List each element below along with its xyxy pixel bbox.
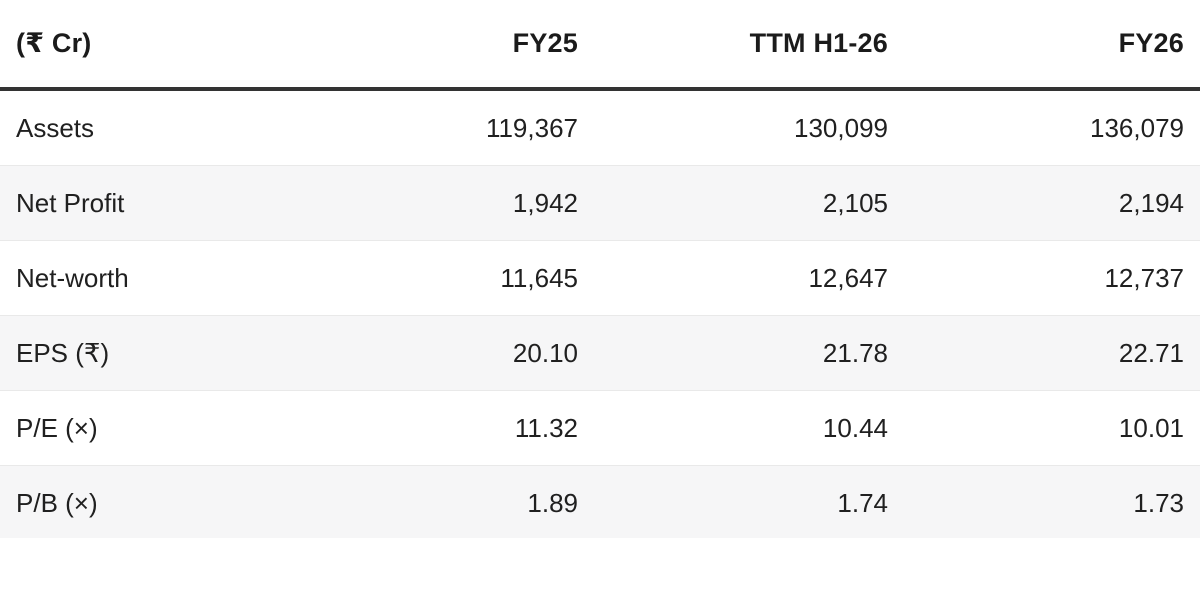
cell-value: 2,194 bbox=[904, 165, 1200, 241]
cell-value: 136,079 bbox=[904, 89, 1200, 166]
cell-value: 1,942 bbox=[280, 165, 594, 241]
header-row: (₹ Cr) FY25 TTM H1-26 FY26 bbox=[0, 0, 1200, 91]
cell-value: 20.10 bbox=[280, 315, 594, 391]
financials-table: (₹ Cr) FY25 TTM H1-26 FY26 Assets 119,36… bbox=[0, 0, 1200, 540]
row-label: Net-worth bbox=[0, 240, 280, 316]
cell-value: 12,647 bbox=[594, 240, 904, 316]
table-row: Net-worth 11,645 12,647 12,737 bbox=[0, 240, 1200, 316]
cell-value: 1.73 bbox=[1133, 487, 1184, 518]
table-body: Assets 119,367 130,099 136,079 Net Profi… bbox=[0, 89, 1200, 540]
cell-value: 11,645 bbox=[280, 240, 594, 316]
row-label: Assets bbox=[0, 89, 280, 166]
table-header: (₹ Cr) FY25 TTM H1-26 FY26 bbox=[0, 0, 1200, 91]
table-row: Assets 119,367 130,099 136,079 bbox=[0, 89, 1200, 166]
cell-value: 119,367 bbox=[280, 89, 594, 166]
unit-header-cell: (₹ Cr) bbox=[0, 0, 280, 91]
cell-value: 10.44 bbox=[594, 390, 904, 466]
cell-value: 1.89 bbox=[527, 487, 578, 518]
cell-value: 2,105 bbox=[594, 165, 904, 241]
column-header-fy26: FY26 bbox=[904, 0, 1200, 91]
cell-value: 10.01 bbox=[904, 390, 1200, 466]
table-row: P/E (×) 11.32 10.44 10.01 bbox=[0, 390, 1200, 466]
row-label: P/E (×) bbox=[0, 390, 280, 466]
cell-value: 12,737 bbox=[904, 240, 1200, 316]
table-row: Net Profit 1,942 2,105 2,194 bbox=[0, 165, 1200, 241]
row-label: EPS (₹) bbox=[0, 315, 280, 391]
cell-value: 21.78 bbox=[594, 315, 904, 391]
row-label: Net Profit bbox=[0, 165, 280, 241]
column-header-fy25: FY25 bbox=[280, 0, 594, 91]
cell-value: 22.71 bbox=[904, 315, 1200, 391]
cell-value: 1.74 bbox=[837, 487, 888, 518]
cell-value: 11.32 bbox=[280, 390, 594, 466]
table-row: P/B (×) 1.89 1.74 1.73 bbox=[0, 465, 1200, 540]
column-header-ttm-h1-26: TTM H1-26 bbox=[594, 0, 904, 91]
cell-value: 130,099 bbox=[594, 89, 904, 166]
bottom-whitespace bbox=[0, 538, 1200, 602]
table-row: EPS (₹) 20.10 21.78 22.71 bbox=[0, 315, 1200, 391]
row-label: P/B (×) bbox=[16, 487, 98, 518]
